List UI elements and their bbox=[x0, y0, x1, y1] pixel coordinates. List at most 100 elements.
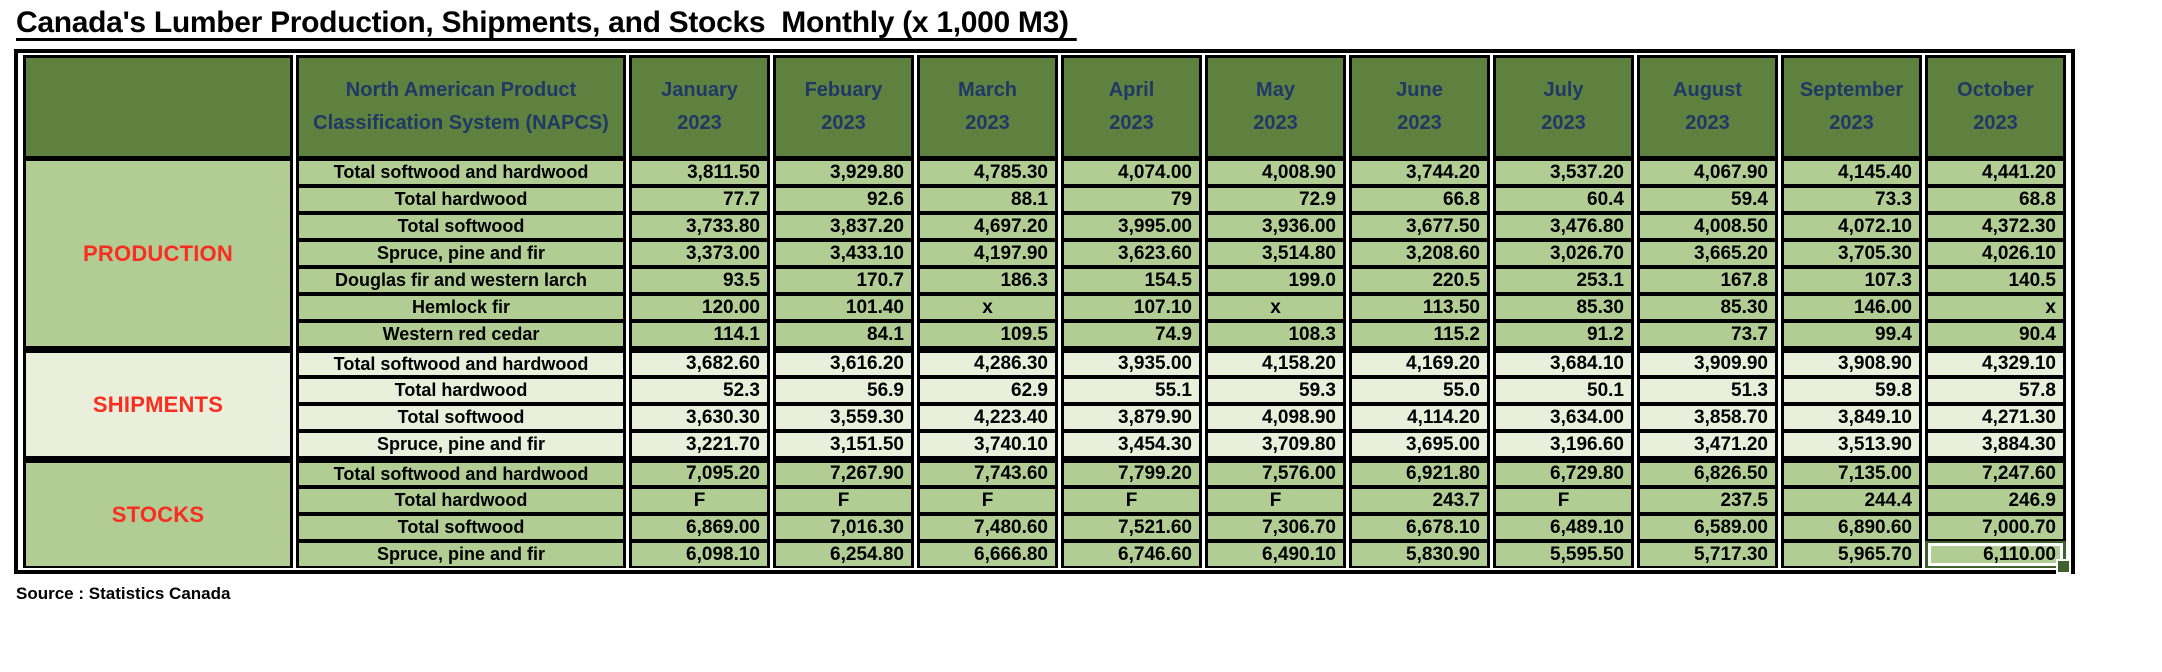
data-cell[interactable]: 3,837.20 bbox=[773, 213, 914, 240]
data-cell[interactable]: 4,329.10 bbox=[1925, 348, 2066, 377]
data-cell[interactable]: x bbox=[1925, 294, 2066, 321]
data-cell[interactable]: 56.9 bbox=[773, 377, 914, 404]
data-cell[interactable]: 4,008.90 bbox=[1205, 159, 1346, 186]
data-cell[interactable]: 140.5 bbox=[1925, 267, 2066, 294]
column-header-august[interactable]: August 2023 bbox=[1637, 55, 1778, 159]
row-label[interactable]: Total hardwood bbox=[296, 186, 626, 213]
column-header-june[interactable]: June 2023 bbox=[1349, 55, 1490, 159]
data-cell[interactable]: 7,247.60 bbox=[1925, 458, 2066, 487]
data-cell[interactable]: 3,630.30 bbox=[629, 404, 770, 431]
data-cell[interactable]: 7,480.60 bbox=[917, 514, 1058, 541]
data-cell[interactable]: 5,965.70 bbox=[1781, 541, 1922, 568]
data-cell[interactable]: 73.3 bbox=[1781, 186, 1922, 213]
data-cell[interactable]: 186.3 bbox=[917, 267, 1058, 294]
data-cell[interactable]: 237.5 bbox=[1637, 487, 1778, 514]
data-cell[interactable]: 4,072.10 bbox=[1781, 213, 1922, 240]
data-cell[interactable]: 3,936.00 bbox=[1205, 213, 1346, 240]
data-cell[interactable]: 7,000.70 bbox=[1925, 514, 2066, 541]
data-cell[interactable]: F bbox=[1061, 487, 1202, 514]
data-cell[interactable]: 107.3 bbox=[1781, 267, 1922, 294]
data-cell[interactable]: 3,616.20 bbox=[773, 348, 914, 377]
data-cell[interactable]: F bbox=[773, 487, 914, 514]
data-cell[interactable]: 154.5 bbox=[1061, 267, 1202, 294]
data-cell[interactable]: 59.4 bbox=[1637, 186, 1778, 213]
data-cell[interactable]: 6,746.60 bbox=[1061, 541, 1202, 568]
data-cell[interactable]: 66.8 bbox=[1349, 186, 1490, 213]
data-cell[interactable]: 3,811.50 bbox=[629, 159, 770, 186]
data-cell[interactable]: 7,135.00 bbox=[1781, 458, 1922, 487]
data-cell[interactable]: 101.40 bbox=[773, 294, 914, 321]
data-cell[interactable]: 109.5 bbox=[917, 321, 1058, 348]
data-cell[interactable]: 6,890.60 bbox=[1781, 514, 1922, 541]
data-cell[interactable]: 93.5 bbox=[629, 267, 770, 294]
data-cell[interactable]: 4,286.30 bbox=[917, 348, 1058, 377]
data-cell[interactable]: 3,537.20 bbox=[1493, 159, 1634, 186]
data-cell[interactable]: 170.7 bbox=[773, 267, 914, 294]
data-cell[interactable]: 59.8 bbox=[1781, 377, 1922, 404]
data-cell[interactable]: 7,267.90 bbox=[773, 458, 914, 487]
row-label[interactable]: Western red cedar bbox=[296, 321, 626, 348]
column-header-september[interactable]: September 2023 bbox=[1781, 55, 1922, 159]
data-cell[interactable]: 4,067.90 bbox=[1637, 159, 1778, 186]
row-label[interactable]: Spruce, pine and fir bbox=[296, 541, 626, 568]
data-cell[interactable]: 3,559.30 bbox=[773, 404, 914, 431]
data-cell[interactable]: F bbox=[917, 487, 1058, 514]
data-cell[interactable]: 4,114.20 bbox=[1349, 404, 1490, 431]
data-cell[interactable]: 51.3 bbox=[1637, 377, 1778, 404]
data-cell[interactable]: 4,098.90 bbox=[1205, 404, 1346, 431]
data-cell[interactable]: 92.6 bbox=[773, 186, 914, 213]
data-cell[interactable]: 113.50 bbox=[1349, 294, 1490, 321]
data-cell[interactable]: 52.3 bbox=[629, 377, 770, 404]
data-cell[interactable]: 6,098.10 bbox=[629, 541, 770, 568]
data-cell[interactable]: 7,743.60 bbox=[917, 458, 1058, 487]
data-cell[interactable]: 6,589.00 bbox=[1637, 514, 1778, 541]
data-cell[interactable]: 199.0 bbox=[1205, 267, 1346, 294]
data-cell[interactable]: 6,921.80 bbox=[1349, 458, 1490, 487]
data-cell[interactable]: 90.4 bbox=[1925, 321, 2066, 348]
data-cell[interactable]: 4,223.40 bbox=[917, 404, 1058, 431]
data-cell[interactable]: 4,197.90 bbox=[917, 240, 1058, 267]
data-cell[interactable]: 6,869.00 bbox=[629, 514, 770, 541]
data-cell[interactable]: 3,221.70 bbox=[629, 431, 770, 458]
data-cell[interactable]: 7,521.60 bbox=[1061, 514, 1202, 541]
data-cell[interactable]: 3,196.60 bbox=[1493, 431, 1634, 458]
data-cell[interactable]: 3,682.60 bbox=[629, 348, 770, 377]
data-cell[interactable]: 3,709.80 bbox=[1205, 431, 1346, 458]
row-label[interactable]: Total softwood bbox=[296, 404, 626, 431]
corner-cell[interactable] bbox=[23, 55, 293, 159]
data-cell[interactable]: 6,666.80 bbox=[917, 541, 1058, 568]
data-cell[interactable]: 3,476.80 bbox=[1493, 213, 1634, 240]
data-cell[interactable]: 3,929.80 bbox=[773, 159, 914, 186]
data-cell[interactable]: 220.5 bbox=[1349, 267, 1490, 294]
data-cell[interactable]: 55.1 bbox=[1061, 377, 1202, 404]
data-cell[interactable]: 3,884.30 bbox=[1925, 431, 2066, 458]
data-cell[interactable]: 74.9 bbox=[1061, 321, 1202, 348]
data-cell[interactable]: 3,665.20 bbox=[1637, 240, 1778, 267]
data-cell[interactable]: 6,826.50 bbox=[1637, 458, 1778, 487]
data-cell[interactable]: 7,576.00 bbox=[1205, 458, 1346, 487]
data-cell[interactable]: 99.4 bbox=[1781, 321, 1922, 348]
data-cell[interactable]: F bbox=[629, 487, 770, 514]
data-cell[interactable]: x bbox=[1205, 294, 1346, 321]
data-cell[interactable]: 4,074.00 bbox=[1061, 159, 1202, 186]
data-cell[interactable]: 3,514.80 bbox=[1205, 240, 1346, 267]
data-cell[interactable]: 5,717.30 bbox=[1637, 541, 1778, 568]
data-cell[interactable]: 4,169.20 bbox=[1349, 348, 1490, 377]
data-cell[interactable]: 57.8 bbox=[1925, 377, 2066, 404]
row-label[interactable]: Total hardwood bbox=[296, 487, 626, 514]
data-cell[interactable]: 3,995.00 bbox=[1061, 213, 1202, 240]
data-cell[interactable]: 167.8 bbox=[1637, 267, 1778, 294]
data-cell[interactable]: 244.4 bbox=[1781, 487, 1922, 514]
data-cell[interactable]: 3,744.20 bbox=[1349, 159, 1490, 186]
data-cell[interactable]: 4,158.20 bbox=[1205, 348, 1346, 377]
data-cell[interactable]: x bbox=[917, 294, 1058, 321]
data-cell[interactable]: 114.1 bbox=[629, 321, 770, 348]
data-cell[interactable]: 6,254.80 bbox=[773, 541, 914, 568]
data-cell[interactable]: 84.1 bbox=[773, 321, 914, 348]
data-cell[interactable]: 3,733.80 bbox=[629, 213, 770, 240]
data-cell[interactable]: 3,208.60 bbox=[1349, 240, 1490, 267]
column-header-april[interactable]: April 2023 bbox=[1061, 55, 1202, 159]
data-cell[interactable]: 6,490.10 bbox=[1205, 541, 1346, 568]
data-cell[interactable]: 6,489.10 bbox=[1493, 514, 1634, 541]
section-label-shipments[interactable]: SHIPMENTS bbox=[23, 348, 293, 458]
